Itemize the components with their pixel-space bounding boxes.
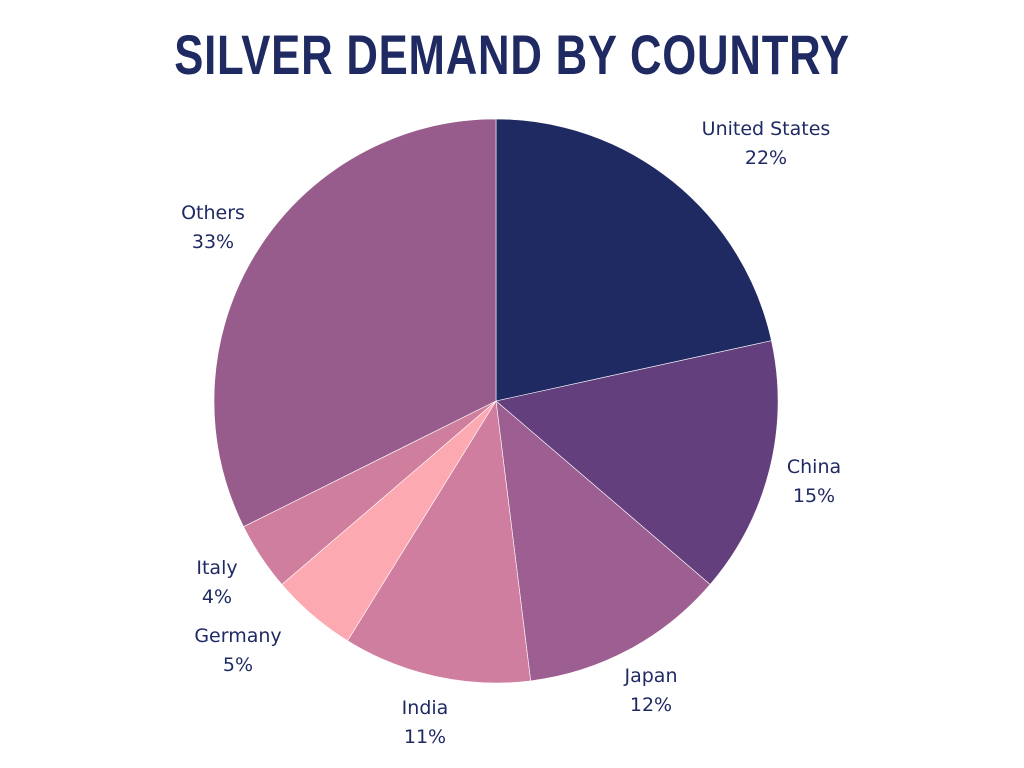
slice-label-name: Japan xyxy=(624,665,678,687)
slice-label: India 11% xyxy=(345,694,505,752)
slice-label-name: China xyxy=(786,456,842,478)
pie-slice-india xyxy=(347,400,531,684)
slice-label: Germany 5% xyxy=(158,622,318,680)
pie-slice-japan xyxy=(495,400,711,682)
slice-label: Italy 4% xyxy=(137,554,297,612)
slice-label: Japan 12% xyxy=(571,662,731,720)
slice-label: Others 33% xyxy=(133,199,293,257)
slice-label-value: 22% xyxy=(744,147,788,169)
slice-label-name: Germany xyxy=(194,625,282,647)
pie-slice-china xyxy=(495,340,779,585)
slice-label-name: United States xyxy=(701,118,831,140)
slice-label-name: India xyxy=(401,697,449,719)
slice-label-value: 12% xyxy=(629,694,673,716)
slice-label-name: Others xyxy=(181,202,245,224)
slice-label: United States 22% xyxy=(686,115,846,173)
slice-label-value: 33% xyxy=(191,231,235,253)
slice-label-name: Italy xyxy=(196,557,238,579)
pie-slice-united-states xyxy=(495,118,772,402)
slice-label-value: 11% xyxy=(403,726,447,748)
slice-label-value: 15% xyxy=(792,485,836,507)
slice-label-value: 5% xyxy=(222,654,254,676)
pie-slice-others xyxy=(213,118,497,528)
slice-label: China 15% xyxy=(734,453,894,511)
chart-title: SILVER DEMAND BY COUNTRY xyxy=(174,23,850,86)
slice-label-value: 4% xyxy=(201,586,233,608)
